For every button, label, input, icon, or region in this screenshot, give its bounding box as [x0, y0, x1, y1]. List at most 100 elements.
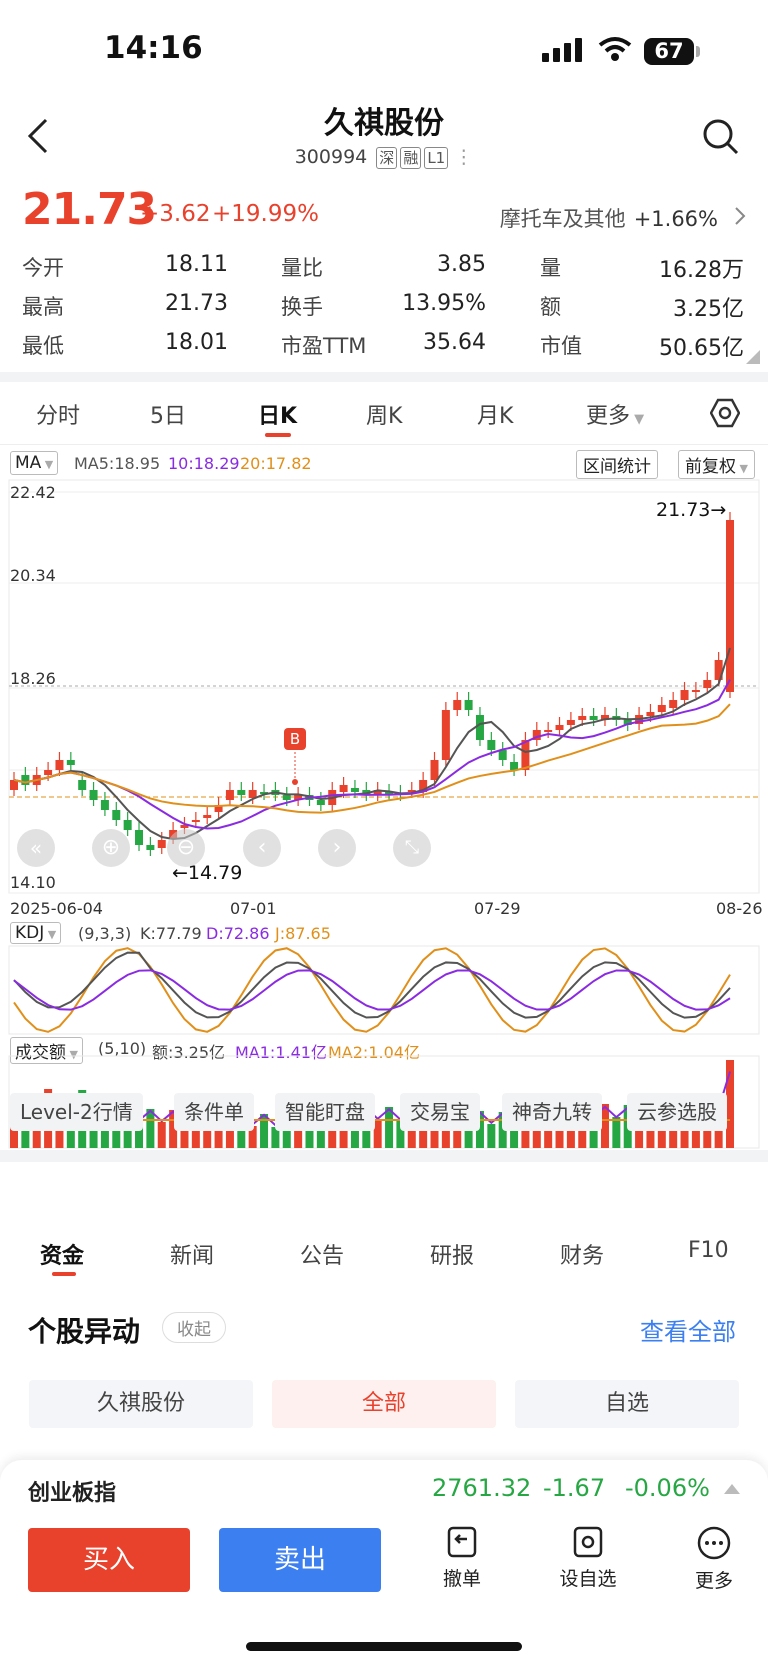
more-label: 更多	[694, 1570, 733, 1592]
filter-watchlist[interactable]: 自选	[515, 1380, 739, 1428]
candle-body	[589, 716, 598, 720]
tab-research[interactable]: 研报	[430, 1244, 475, 1269]
info-tab-indicator	[52, 1272, 76, 1276]
date-label-end: 08-26	[716, 899, 763, 918]
volume-bar	[248, 1126, 257, 1148]
wifi-icon	[598, 37, 632, 61]
range-stats-button[interactable]: 区间统计	[576, 450, 658, 479]
candle-body	[135, 830, 144, 845]
candle-body	[521, 740, 530, 770]
volume-bar	[578, 1128, 587, 1148]
volume-selector[interactable]: 成交额 ▼	[10, 1037, 83, 1064]
more-dots-icon[interactable]: ⋮	[454, 146, 474, 168]
tab-announcement[interactable]: 公告	[300, 1244, 345, 1269]
settings-hexagon-icon[interactable]	[710, 398, 740, 428]
caret-up-icon[interactable]	[724, 1484, 740, 1494]
tab-monthly-k[interactable]: 月K	[477, 404, 514, 429]
tab-weekly-k[interactable]: 周K	[366, 404, 403, 429]
candle-body	[112, 810, 121, 820]
volume-bar	[180, 1123, 189, 1148]
tab-5day[interactable]: 5日	[150, 404, 186, 429]
cancel-order-action[interactable]: 撤单	[422, 1525, 502, 1591]
volume-ma1: MA1:1.41亿	[235, 1043, 327, 1062]
candle-body	[453, 700, 462, 710]
candle-body	[555, 725, 564, 730]
search-icon[interactable]	[702, 118, 740, 156]
candle-body	[316, 800, 325, 805]
sector-link[interactable]: 摩托车及其他 +1.66%	[500, 203, 718, 233]
buy-button[interactable]: 买入	[28, 1528, 190, 1592]
filter-stock[interactable]: 久祺股份	[29, 1380, 253, 1428]
expand-corner-icon[interactable]	[746, 350, 760, 364]
fullscreen-button[interactable]: ⤡	[393, 829, 431, 867]
conditional-order-button[interactable]: 条件单	[174, 1093, 254, 1131]
candle-body	[78, 780, 87, 790]
candle-body	[680, 690, 689, 700]
kdj-chart[interactable]	[0, 945, 768, 1035]
tab-capital[interactable]: 资金	[40, 1244, 85, 1269]
volume-bar	[532, 1126, 541, 1148]
volume-bar	[169, 1110, 178, 1148]
candle-body	[21, 775, 30, 785]
high-label: 最高	[22, 295, 64, 319]
tab-more-label: 更多	[586, 404, 631, 429]
tab-f10[interactable]: F10	[688, 1238, 729, 1263]
caret-down-icon: ▼	[66, 1048, 78, 1061]
scroll-left-button[interactable]: ‹	[243, 829, 281, 867]
level2-button[interactable]: Level-2行情	[10, 1093, 143, 1131]
candle-body	[157, 840, 166, 848]
price-change: +3.62	[140, 201, 211, 227]
smart-watch-button[interactable]: 智能盯盘	[275, 1093, 375, 1131]
market-tag: 深	[376, 147, 398, 169]
back-icon[interactable]	[26, 118, 50, 154]
stock-code: 300994	[294, 146, 368, 168]
kdj-selector[interactable]: KDJ ▼	[10, 922, 62, 944]
kdj-j: J:87.65	[275, 924, 331, 943]
candlestick-chart[interactable]	[0, 474, 768, 894]
tab-intraday[interactable]: 分时	[36, 404, 81, 429]
more-action[interactable]: 更多	[674, 1525, 754, 1593]
cancel-order-icon	[447, 1526, 477, 1558]
adjust-selector[interactable]: 前复权 ▼	[678, 450, 755, 479]
candle-body	[225, 790, 234, 800]
indicator-selector[interactable]: MA ▼	[10, 451, 59, 475]
volume-bar	[294, 1128, 303, 1148]
volume-bar	[589, 1116, 598, 1148]
candle-body	[191, 820, 200, 822]
candle-body	[339, 785, 348, 792]
view-all-link[interactable]: 查看全部	[640, 1318, 736, 1346]
tab-daily-k[interactable]: 日K	[258, 404, 298, 429]
trade-treasure-button[interactable]: 交易宝	[400, 1093, 480, 1131]
volume-name: 成交额	[15, 1043, 66, 1063]
collapse-button[interactable]: 收起	[162, 1312, 226, 1343]
sell-button[interactable]: 卖出	[219, 1528, 381, 1592]
candle-body	[487, 740, 496, 750]
candle-body	[703, 680, 712, 688]
zoom-in-button[interactable]: ⊕	[92, 829, 130, 867]
add-watch-action[interactable]: 设自选	[548, 1525, 628, 1591]
chevron-right-icon[interactable]	[734, 206, 746, 226]
volume-ratio-label: 量比	[281, 256, 323, 280]
volume-bar	[350, 1118, 359, 1148]
turnover-label: 换手	[281, 295, 323, 319]
tab-news[interactable]: 新闻	[170, 1244, 215, 1269]
scroll-left-fast-button[interactable]: «	[17, 829, 55, 867]
scroll-right-button[interactable]: ›	[318, 829, 356, 867]
cloud-stock-pick-button[interactable]: 云参选股	[627, 1093, 727, 1131]
tab-more[interactable]: 更多 ▼	[586, 398, 644, 430]
magic-nine-button[interactable]: 神奇九转	[502, 1093, 602, 1131]
caret-down-icon: ▼	[44, 928, 57, 941]
tab-finance[interactable]: 财务	[560, 1244, 605, 1269]
home-indicator	[246, 1642, 522, 1651]
kdj-frame	[8, 945, 760, 1035]
candle-body	[646, 712, 655, 716]
candle-body	[726, 520, 734, 692]
volume-bar	[419, 1121, 428, 1148]
kdj-d: D:72.86	[206, 924, 270, 943]
candle-body	[464, 700, 473, 710]
volume-bar	[555, 1127, 564, 1148]
buy-signal-marker[interactable]: B	[284, 728, 306, 750]
zoom-out-button[interactable]: ⊖	[167, 829, 205, 867]
filter-all[interactable]: 全部	[272, 1380, 496, 1428]
volume-bar	[89, 1119, 98, 1148]
